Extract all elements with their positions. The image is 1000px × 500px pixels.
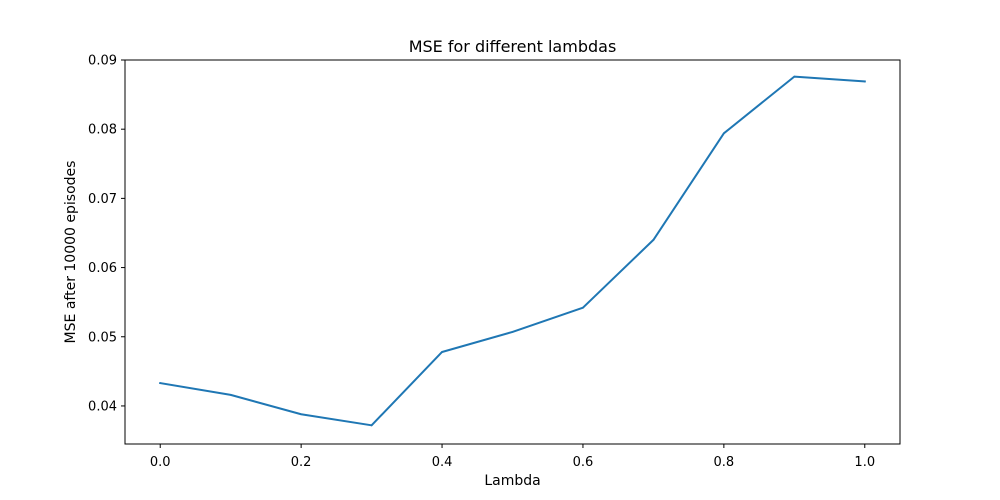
y-tick-label: 0.06	[88, 261, 117, 276]
data-point	[863, 80, 866, 83]
x-tick-label: 0.0	[150, 455, 171, 470]
data-point	[511, 331, 514, 333]
y-axis-ticks: 0.04 0.05 0.06 0.07 0.08 0.09	[88, 54, 125, 414]
chart-title: MSE for different lambdas	[409, 37, 617, 56]
series-layer	[159, 75, 866, 427]
x-axis-label: Lambda	[484, 473, 540, 489]
x-tick-label: 0.6	[573, 455, 594, 470]
x-tick-label: 0.4	[432, 455, 453, 470]
data-point	[229, 393, 232, 396]
y-tick-label: 0.05	[88, 330, 117, 345]
y-tick-label: 0.07	[88, 192, 117, 207]
x-tick-label: 1.0	[854, 455, 875, 470]
data-point	[652, 238, 655, 241]
data-point	[582, 306, 584, 309]
data-point	[722, 132, 725, 135]
x-axis-ticks: 0.0 0.2 0.4 0.6 0.8 1.0	[150, 444, 875, 470]
data-point	[793, 75, 796, 78]
x-tick-label: 0.2	[291, 455, 312, 470]
y-tick-label: 0.09	[88, 54, 117, 69]
y-tick-label: 0.08	[88, 123, 117, 138]
x-tick-label: 0.8	[714, 455, 735, 470]
y-tick-label: 0.04	[88, 399, 117, 414]
y-axis-label: MSE after 10000 episodes	[63, 161, 79, 344]
data-point	[370, 424, 373, 427]
data-point	[300, 413, 303, 416]
plot-frame	[124, 59, 901, 445]
data-point	[159, 382, 162, 385]
data-point	[441, 351, 443, 353]
